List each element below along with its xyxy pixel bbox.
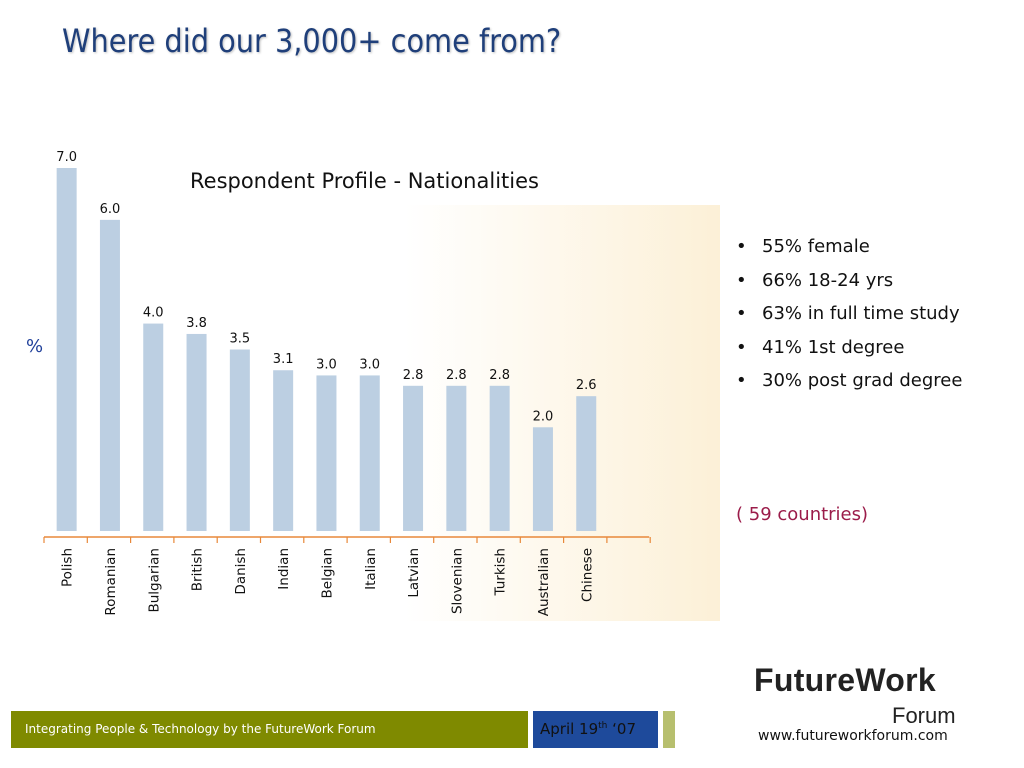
tick-label: British bbox=[190, 548, 206, 591]
respondent-profile-list: • 55% female • 66% 18-24 yrs • 63% in full … bbox=[736, 233, 962, 401]
profile-bullet-text: 55% female bbox=[762, 236, 870, 257]
website-url: www.futureworkforum.com bbox=[758, 728, 948, 744]
data-label: 7.0 bbox=[56, 150, 77, 165]
bar-british bbox=[186, 333, 207, 531]
tick-label: Chinese bbox=[579, 548, 595, 602]
bar-indian bbox=[273, 370, 294, 531]
presentation-date: April 19th ‘07 bbox=[540, 720, 636, 738]
bar-polish bbox=[56, 168, 77, 531]
bullet-dot: • bbox=[736, 236, 747, 257]
chart-title: Respondent Profile - Nationalities bbox=[190, 169, 539, 193]
data-label: 2.6 bbox=[576, 378, 597, 393]
date-suffix: ‘07 bbox=[607, 720, 636, 738]
data-label: 2.8 bbox=[446, 368, 467, 383]
bar-chinese bbox=[576, 396, 597, 531]
tick-label: Danish bbox=[233, 548, 249, 595]
bar-slovenian bbox=[446, 385, 467, 531]
bar-romanian bbox=[99, 219, 120, 531]
date-box: April 19th ‘07 bbox=[533, 711, 658, 748]
data-label: 6.0 bbox=[100, 202, 121, 217]
profile-bullet: • 55% female bbox=[736, 233, 962, 267]
tick-label: Italian bbox=[363, 548, 379, 590]
profile-bullet: • 63% in full time study bbox=[736, 300, 962, 334]
bullet-dot: • bbox=[736, 370, 747, 391]
profile-bullet-text: 63% in full time study bbox=[762, 303, 960, 324]
logo-futurework: FutureWork bbox=[754, 662, 936, 698]
profile-bullet-text: 66% 18-24 yrs bbox=[762, 269, 894, 291]
data-label: 3.0 bbox=[316, 357, 337, 372]
profile-bullet: • 30% post grad degree bbox=[736, 367, 962, 401]
profile-bullet: • 41% 1st degree bbox=[736, 334, 962, 368]
bar-australian bbox=[532, 427, 553, 531]
bar-bulgarian bbox=[143, 323, 164, 531]
data-label: 2.8 bbox=[403, 368, 424, 383]
data-label: 4.0 bbox=[143, 306, 164, 321]
tick-label: Romanian bbox=[103, 548, 119, 616]
data-label: 2.0 bbox=[533, 409, 554, 424]
profile-bullet-text: 30% post grad degree bbox=[762, 370, 963, 391]
data-label: 3.8 bbox=[186, 316, 207, 331]
tick-label: Australian bbox=[536, 548, 552, 616]
bullet-dot: • bbox=[736, 303, 747, 324]
date-superscript: th bbox=[598, 721, 608, 731]
bullet-dot: • bbox=[736, 336, 747, 358]
footer-stub-bar bbox=[663, 711, 675, 748]
bar-latvian bbox=[403, 385, 424, 531]
bar-belgian bbox=[316, 375, 337, 531]
tick-label: Bulgarian bbox=[146, 548, 162, 613]
bullet-dot: • bbox=[736, 269, 747, 291]
tick-label: Turkish bbox=[493, 548, 509, 596]
y-axis-unit-label: % bbox=[26, 336, 44, 357]
countries-note: ( 59 countries) bbox=[736, 504, 869, 525]
bar-danish bbox=[229, 349, 250, 531]
footer-bar: Integrating People & Technology by the F… bbox=[11, 711, 528, 748]
bar-italian bbox=[359, 375, 380, 531]
tick-label: Latvian bbox=[406, 548, 422, 598]
slide-title: Where did our 3,000+ come from? bbox=[62, 22, 562, 60]
tick-label: Belgian bbox=[319, 548, 335, 598]
profile-bullet-text: 41% 1st degree bbox=[762, 336, 905, 358]
profile-bullet: • 66% 18-24 yrs bbox=[736, 267, 962, 301]
data-label: 3.0 bbox=[359, 357, 380, 372]
data-label: 3.1 bbox=[273, 352, 294, 367]
footer-tagline: Integrating People & Technology by the F… bbox=[25, 722, 376, 736]
bar-turkish bbox=[489, 385, 510, 531]
tick-label: Indian bbox=[276, 548, 292, 590]
data-label: 2.8 bbox=[489, 368, 510, 383]
tick-label: Slovenian bbox=[449, 548, 465, 614]
tick-label: Polish bbox=[60, 548, 76, 587]
logo-forum: Forum bbox=[892, 703, 956, 728]
date-prefix: April 19 bbox=[540, 720, 599, 738]
data-label: 3.5 bbox=[230, 332, 251, 347]
